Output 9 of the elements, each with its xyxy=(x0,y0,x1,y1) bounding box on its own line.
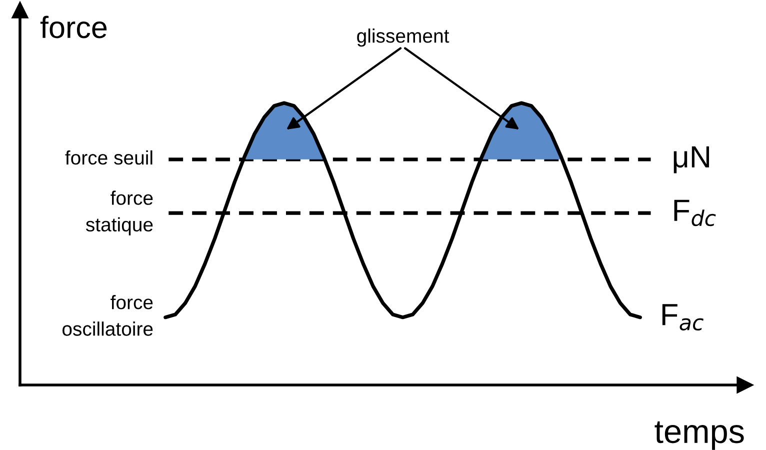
ref-line-label: μN xyxy=(674,146,709,174)
text: glissement xyxy=(357,28,450,47)
text: force statique xyxy=(86,190,153,236)
y-axis-title: force xyxy=(40,16,107,38)
x-axis-title: temps xyxy=(654,421,744,450)
ref-line-label: F$_{dc}$ xyxy=(674,200,716,226)
text: force oscillatoire xyxy=(62,295,153,336)
series-label: F$_{ac}$ xyxy=(662,304,704,330)
text: force seuil xyxy=(65,150,152,165)
